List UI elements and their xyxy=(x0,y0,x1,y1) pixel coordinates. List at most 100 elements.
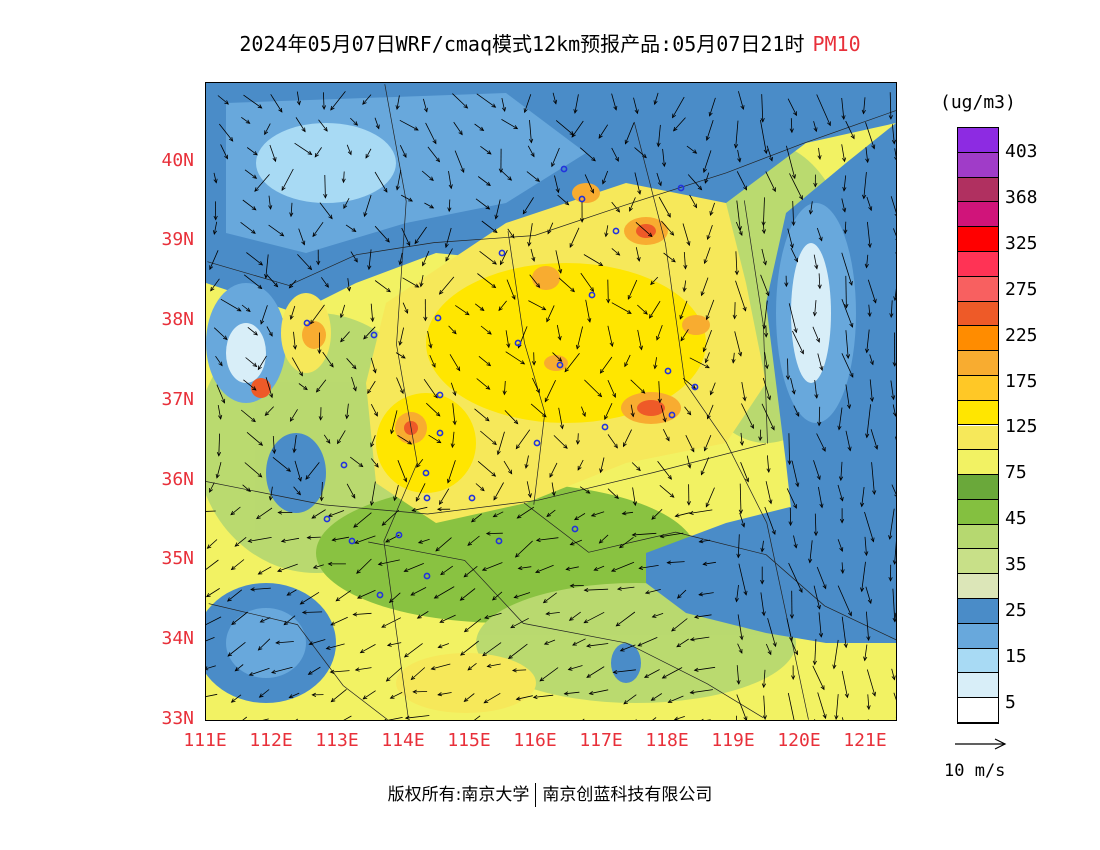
wind-vector-head xyxy=(643,673,649,678)
wind-vector xyxy=(632,532,657,536)
wind-vector-head xyxy=(222,335,228,341)
legend-color-cell xyxy=(958,152,998,178)
wind-vector-head xyxy=(303,385,308,391)
wind-vector xyxy=(701,457,710,475)
wind-vector-head xyxy=(772,187,776,193)
wind-vector-head xyxy=(419,282,424,288)
wind-vector xyxy=(207,539,218,549)
wind-vector xyxy=(893,692,896,701)
city-marker-icon xyxy=(434,314,442,322)
wind-vector xyxy=(247,326,258,336)
wind-vector xyxy=(577,433,579,445)
wind-vector xyxy=(586,643,609,647)
wind-vector-head xyxy=(733,143,739,149)
legend-label: 275 xyxy=(1005,279,1038,300)
wind-vector-head xyxy=(834,715,839,720)
wind-vector xyxy=(312,221,324,237)
wind-vector-head xyxy=(384,718,387,720)
hotspots xyxy=(251,183,710,444)
wind-vector xyxy=(276,641,294,644)
wind-vector-head xyxy=(272,157,277,163)
legend-label: 403 xyxy=(1005,141,1038,162)
wind-vector-head xyxy=(669,231,675,236)
wind-vector xyxy=(837,484,843,501)
wind-vector xyxy=(658,196,671,218)
wind-vector-head xyxy=(256,514,261,520)
wind-vector-head xyxy=(794,650,798,656)
wind-vector xyxy=(605,225,609,237)
wind-vector-head xyxy=(535,388,540,394)
wind-vector-head xyxy=(865,158,870,164)
wind-vector-head xyxy=(865,433,870,439)
lon-label: 111E xyxy=(183,730,227,751)
wind-vector xyxy=(863,172,867,199)
wind-vector-head xyxy=(689,637,695,642)
wind-vector-head xyxy=(485,385,491,390)
wind-vector-head xyxy=(642,153,647,159)
wind-vector xyxy=(552,352,562,362)
wind-vector-head xyxy=(206,592,211,598)
wind-vector-head xyxy=(463,573,469,578)
wind-vector-head xyxy=(599,468,604,474)
wind-vector xyxy=(787,692,795,720)
wind-vector-head xyxy=(513,594,519,599)
wind-vector-head xyxy=(288,694,294,699)
wind-vector xyxy=(786,618,793,641)
wind-vector-head xyxy=(234,667,240,672)
wind-vector xyxy=(583,254,603,266)
wind-vector-head xyxy=(383,187,388,193)
boundary-line xyxy=(206,443,766,515)
wind-vector xyxy=(213,221,218,235)
wind-vector xyxy=(293,331,296,350)
wind-vector-head xyxy=(423,316,428,322)
wind-vector xyxy=(396,170,402,190)
wind-vector xyxy=(467,535,480,546)
boundary-line xyxy=(208,603,388,720)
wind-vector xyxy=(549,462,558,478)
wind-vector xyxy=(735,221,743,236)
yellow-zone-strong xyxy=(426,263,706,423)
wind-vector-head xyxy=(763,149,768,155)
wind-vector xyxy=(281,537,300,542)
wind-vector xyxy=(427,146,440,162)
wind-vector-head xyxy=(631,532,637,537)
wind-vector xyxy=(294,142,312,155)
wind-vector xyxy=(310,304,325,325)
wind-vector xyxy=(510,617,529,629)
lon-label: 115E xyxy=(447,730,491,751)
hotspot xyxy=(682,315,710,335)
wind-vector-head xyxy=(297,476,302,482)
wind-vector xyxy=(577,459,584,471)
lon-label: 121E xyxy=(843,730,887,751)
wind-vector-head xyxy=(817,421,822,427)
wind-vector-head xyxy=(769,156,773,162)
wind-vector xyxy=(634,147,647,158)
wind-vector-head xyxy=(438,290,444,295)
wind-vector-head xyxy=(250,587,255,592)
wind-vector xyxy=(890,196,896,214)
legend-color-cell xyxy=(958,648,998,674)
wind-vector-head xyxy=(557,357,563,362)
city-marker-icon xyxy=(323,515,331,523)
wind-vector-head xyxy=(844,303,849,309)
wind-vector xyxy=(739,483,742,514)
wind-vector xyxy=(709,97,716,117)
wind-vector xyxy=(504,380,506,395)
wind-vector xyxy=(326,643,345,650)
wind-vector-head xyxy=(839,518,845,524)
wind-vector-head xyxy=(703,259,708,265)
wind-vector xyxy=(480,430,497,445)
wind-vector xyxy=(524,94,532,113)
wind-vector xyxy=(870,429,878,450)
wind-vector xyxy=(676,638,689,648)
wind-vector-head xyxy=(212,230,218,236)
wind-vector xyxy=(427,331,432,348)
wind-vector xyxy=(791,460,799,487)
wind-vector xyxy=(867,694,870,710)
wind-vector-head xyxy=(258,261,264,266)
wind-vector xyxy=(311,509,326,519)
wind-vector xyxy=(416,458,424,468)
wind-vector xyxy=(525,455,529,469)
wind-vector xyxy=(817,692,826,719)
wind-vector-head xyxy=(479,126,485,132)
